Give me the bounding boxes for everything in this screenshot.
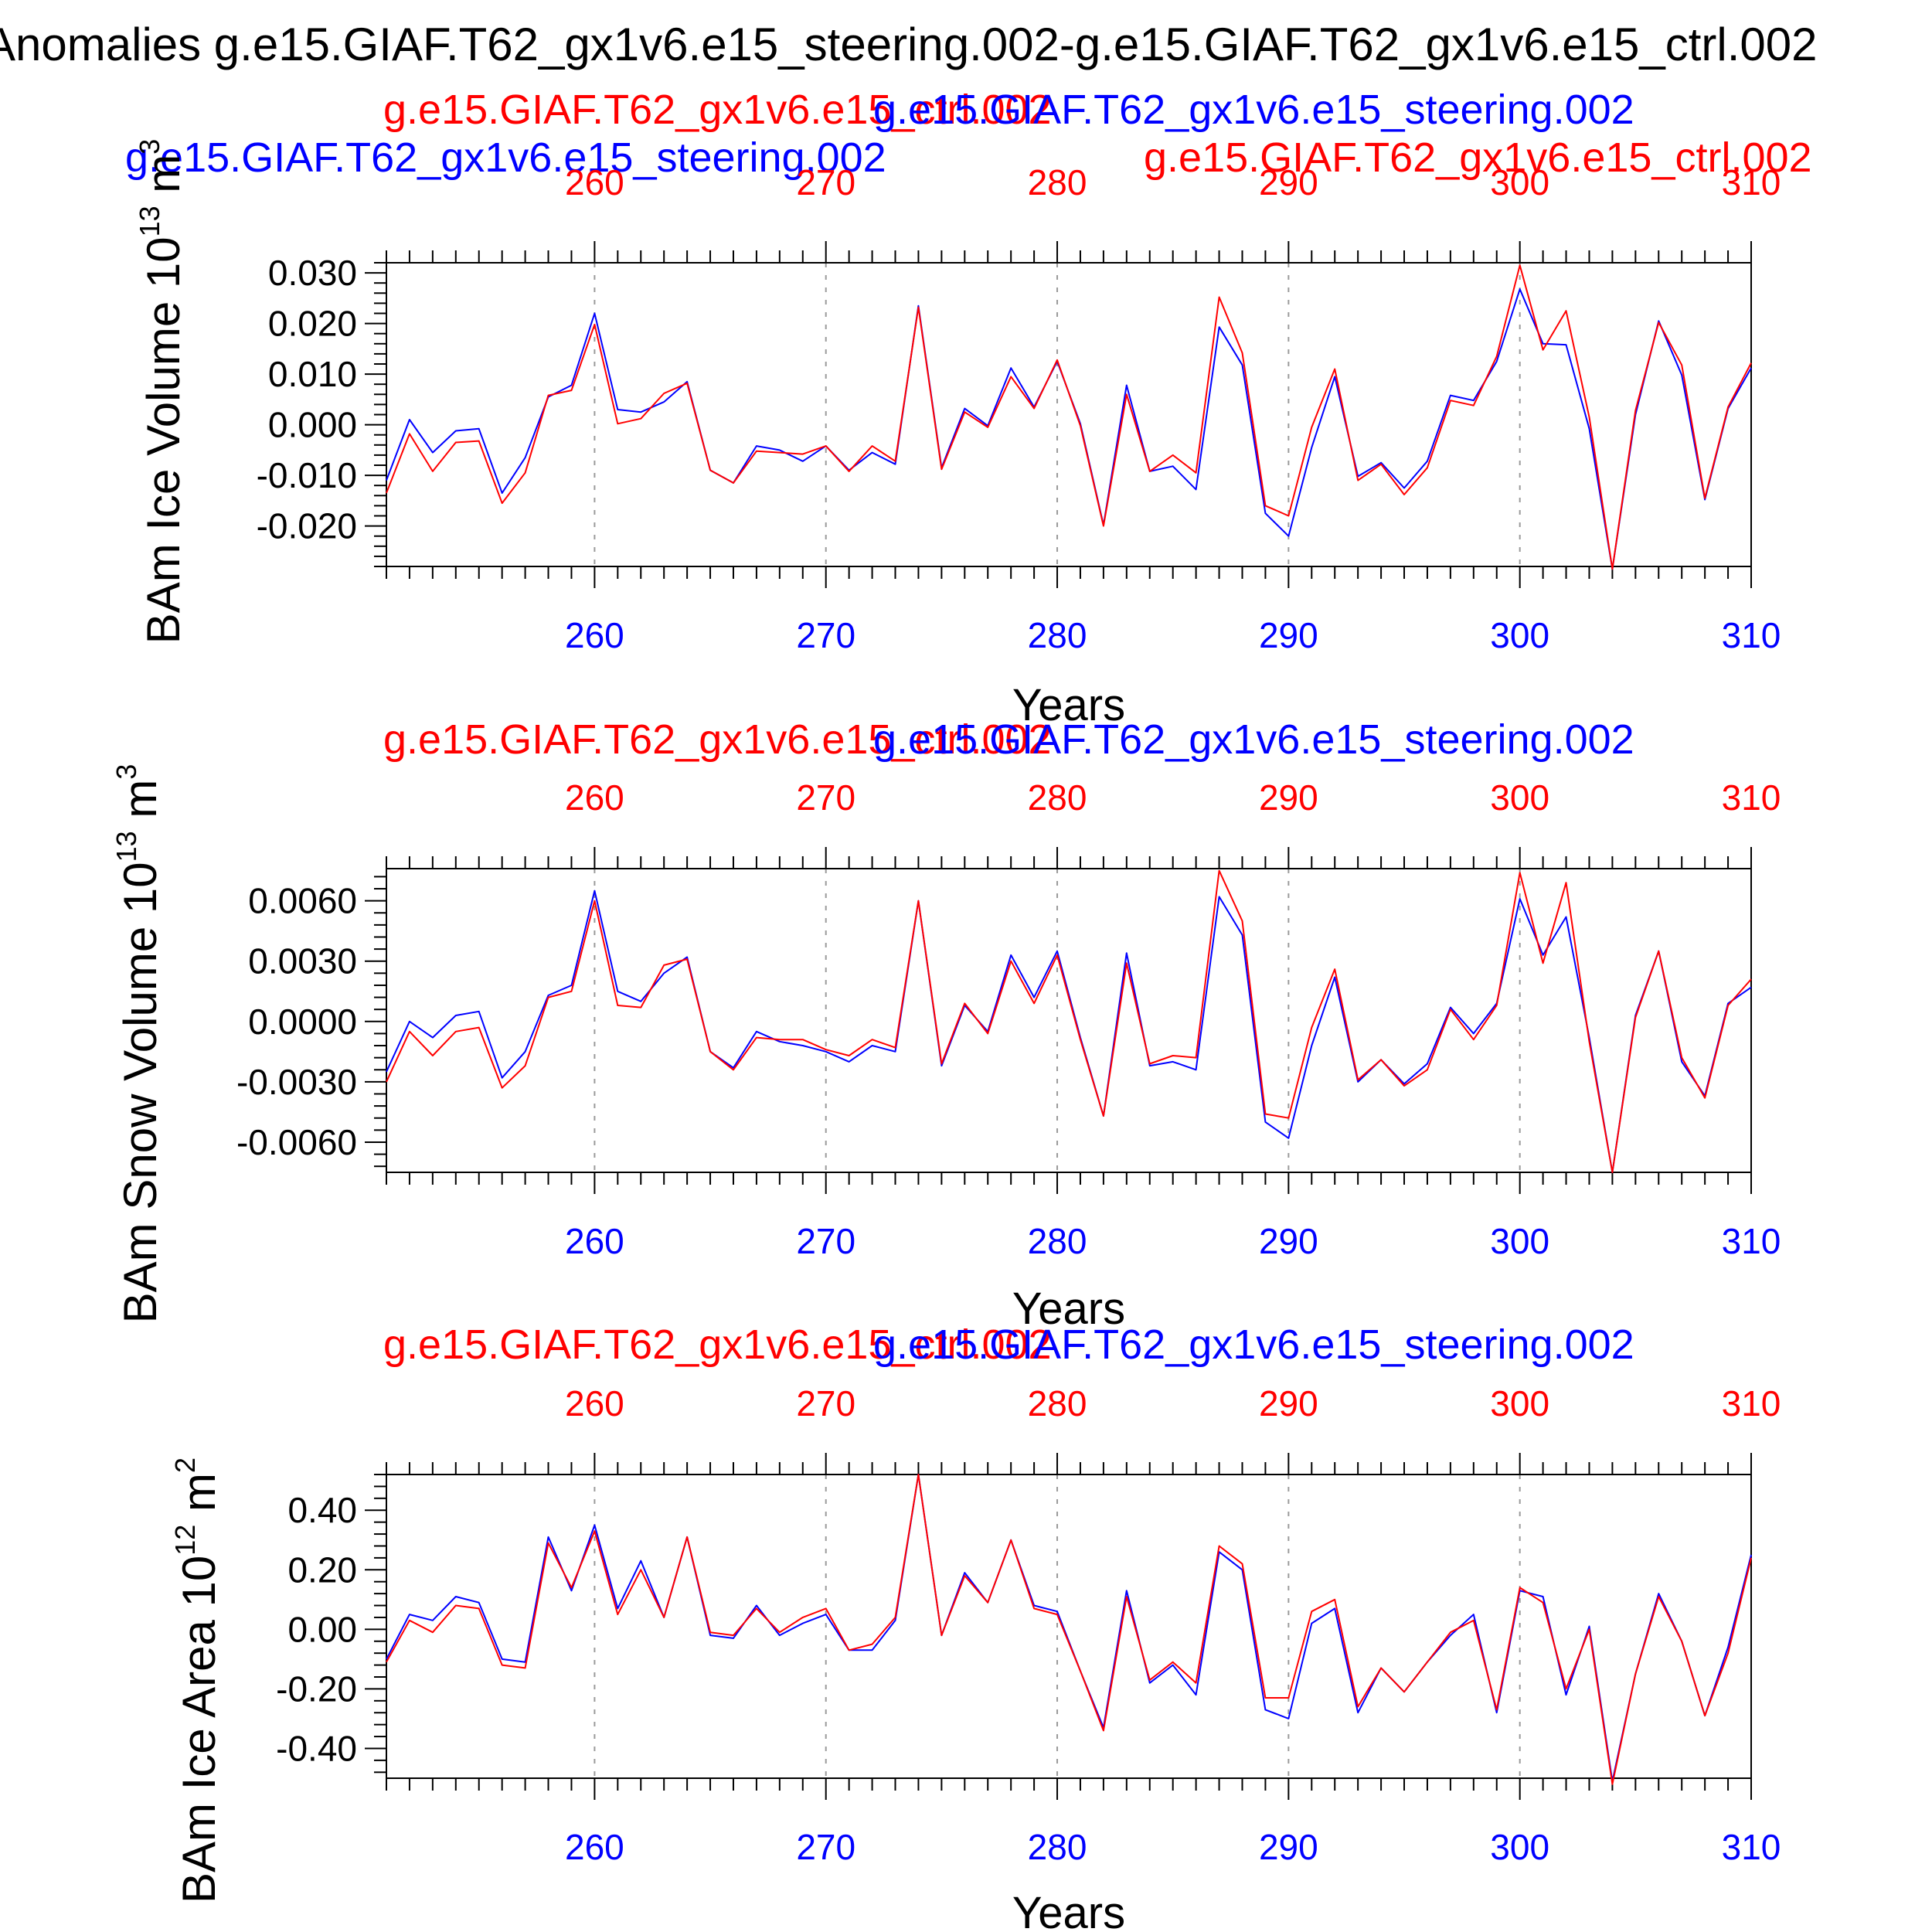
x-tick-label-top: 290: [1259, 162, 1318, 202]
series-ctrl-line: [386, 1474, 1752, 1785]
x-axis-label: Years: [1012, 680, 1125, 730]
y-tick-label: 0.0000: [248, 1002, 357, 1042]
x-tick-label-bottom: 310: [1722, 615, 1781, 655]
x-tick-label-top: 280: [1028, 162, 1087, 202]
top-label-steering: g.e15.GIAF.T62_gx1v6.e15_steering.002: [873, 716, 1634, 763]
x-tick-label-bottom: 290: [1259, 1221, 1318, 1261]
header-steering-label: g.e15.GIAF.T62_gx1v6.e15_steering.002: [125, 134, 886, 181]
x-tick-label-top: 260: [565, 1383, 624, 1423]
x-tick-label-top: 300: [1490, 777, 1549, 818]
x-tick-label-bottom: 280: [1028, 1827, 1087, 1867]
chart-panel-snow-volume: g.e15.GIAF.T62_gx1v6.e15_ctrl.002 g.e15.G…: [111, 716, 1781, 1334]
y-tick-label: 0.0030: [248, 941, 357, 981]
y-tick-label: -0.40: [276, 1728, 357, 1768]
x-tick-label-bottom: 270: [796, 615, 855, 655]
x-tick-label-bottom: 270: [796, 1221, 855, 1261]
x-tick-label-top: 310: [1722, 162, 1781, 202]
x-tick-label-bottom: 270: [796, 1827, 855, 1867]
series-ctrl-line: [386, 264, 1752, 570]
y-tick-label: -0.0030: [236, 1062, 357, 1102]
y-tick-label: 0.0060: [248, 881, 357, 921]
y-tick-label: 0.000: [268, 405, 357, 445]
plot-frame: [386, 868, 1752, 1173]
x-axis-label: Years: [1012, 1284, 1125, 1334]
y-tick-label: -0.0060: [236, 1122, 357, 1162]
plot-frame: [386, 1474, 1752, 1779]
top-label-ctrl: g.e15.GIAF.T62_gx1v6.e15_ctrl.002: [383, 716, 1052, 763]
y-tick-label: 0.030: [268, 253, 357, 293]
y-tick-label: -0.020: [257, 506, 357, 546]
x-tick-label-bottom: 260: [565, 615, 624, 655]
header-ctrl-label: g.e15.GIAF.T62_gx1v6.e15_ctrl.002: [1144, 134, 1812, 181]
x-tick-label-bottom: 310: [1722, 1827, 1781, 1867]
y-tick-label: 0.010: [268, 354, 357, 394]
chart-snow-volume: g.e15.GIAF.T62_gx1v6.e15_ctrl.002g.e15.G…: [111, 716, 1781, 1334]
x-tick-label-bottom: 280: [1028, 1221, 1087, 1261]
x-tick-label-top: 300: [1490, 1383, 1549, 1423]
x-tick-label-bottom: 260: [565, 1221, 624, 1261]
y-tick-label: -0.010: [257, 455, 357, 495]
y-tick-label: 0.00: [287, 1609, 357, 1649]
x-tick-label-top: 310: [1722, 1383, 1781, 1423]
y-tick-label: -0.20: [276, 1668, 357, 1709]
y-tick-label: 0.40: [287, 1490, 357, 1530]
top-label-steering: g.e15.GIAF.T62_gx1v6.e15_steering.002: [873, 87, 1634, 133]
x-tick-label-top: 310: [1722, 777, 1781, 818]
x-tick-label-top: 280: [1028, 777, 1087, 818]
top-label-ctrl: g.e15.GIAF.T62_gx1v6.e15_ctrl.002: [383, 1321, 1052, 1368]
x-tick-label-bottom: 290: [1259, 1827, 1318, 1867]
x-tick-label-top: 300: [1490, 162, 1549, 202]
x-tick-label-top: 260: [565, 777, 624, 818]
y-axis-label: BAm Snow Volume 1013 m3: [111, 764, 166, 1324]
x-tick-label-top: 290: [1259, 1383, 1318, 1423]
y-tick-label: 0.020: [268, 304, 357, 344]
top-label-ctrl: g.e15.GIAF.T62_gx1v6.e15_ctrl.002: [383, 87, 1052, 133]
y-axis-label: BAm Ice Volume 1013 m3: [134, 139, 189, 645]
x-tick-label-top: 270: [796, 777, 855, 818]
x-tick-label-top: 260: [565, 162, 624, 202]
x-tick-label-top: 270: [796, 162, 855, 202]
series-ctrl-line: [386, 869, 1752, 1173]
x-tick-label-bottom: 310: [1722, 1221, 1781, 1261]
series-steering-line: [386, 1474, 1752, 1782]
x-tick-label-bottom: 300: [1490, 1221, 1549, 1261]
chart-ice-volume: g.e15.GIAF.T62_gx1v6.e15_steering.002 g.e…: [125, 87, 1812, 730]
x-tick-label-bottom: 300: [1490, 615, 1549, 655]
chart-panel-ice-volume: g.e15.GIAF.T62_gx1v6.e15_steering.002 g.e…: [0, 0, 1932, 730]
series-steering-line: [386, 889, 1752, 1173]
x-axis-label: Years: [1012, 1888, 1125, 1932]
x-tick-label-top: 290: [1259, 777, 1318, 818]
x-tick-label-bottom: 280: [1028, 615, 1087, 655]
x-tick-label-bottom: 300: [1490, 1827, 1549, 1867]
x-tick-label-top: 270: [796, 1383, 855, 1423]
x-tick-label-top: 280: [1028, 1383, 1087, 1423]
y-axis-label: BAm Ice Area 1012 m2: [169, 1458, 225, 1903]
page-title: Anomalies g.e15.GIAF.T62_gx1v6.e15_steer…: [0, 19, 1818, 70]
y-tick-label: 0.20: [287, 1549, 357, 1590]
x-tick-label-bottom: 260: [565, 1827, 624, 1867]
x-tick-label-bottom: 290: [1259, 615, 1318, 655]
top-label-steering: g.e15.GIAF.T62_gx1v6.e15_steering.002: [873, 1321, 1634, 1368]
